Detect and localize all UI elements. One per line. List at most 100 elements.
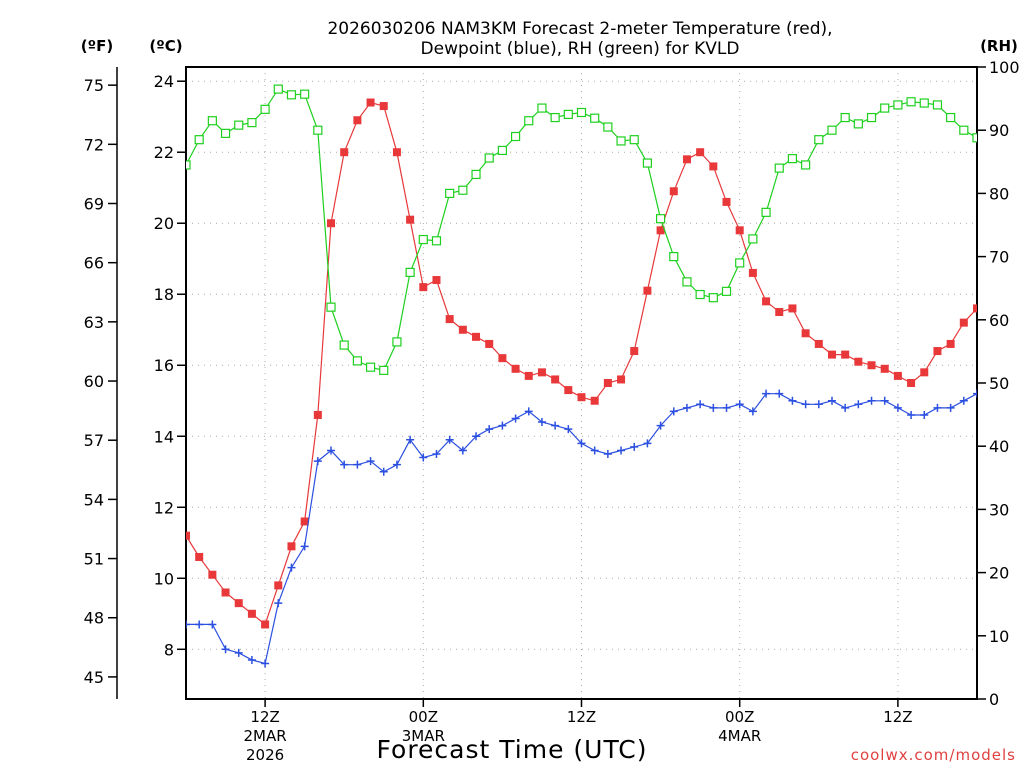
dewpoint-line (186, 393, 977, 665)
temperature-point (669, 187, 678, 196)
temperature-point (709, 162, 718, 171)
series-dewpoint (186, 389, 977, 668)
rh-tick-label: 30 (989, 500, 1009, 519)
rh-tick-label: 90 (989, 121, 1009, 140)
rh-point (365, 362, 376, 372)
rh-point (972, 133, 977, 143)
rh-point (497, 145, 507, 156)
fahrenheit-tick-label: 72 (84, 135, 104, 154)
temperature-point (234, 599, 243, 608)
temperature-point (379, 102, 388, 111)
temperature-point (458, 325, 467, 334)
temperature-point (920, 368, 929, 377)
temperature-point (274, 581, 283, 590)
rh-point (510, 131, 521, 142)
celsius-tick-label: 10 (154, 569, 174, 588)
temperature-point (445, 315, 454, 324)
rh-point (392, 337, 402, 347)
dewpoint-point (234, 648, 243, 657)
rh-point (405, 267, 415, 277)
rh-point (695, 289, 705, 300)
dewpoint-point (300, 542, 309, 551)
dewpoint-point (577, 439, 586, 448)
temperature-point (748, 268, 757, 277)
celsius-tick-label: 20 (154, 214, 174, 233)
temperature-point (340, 148, 349, 157)
dewpoint-point (458, 446, 467, 455)
rh-point (186, 160, 191, 170)
rh-point (959, 125, 969, 135)
rh-point (827, 125, 837, 135)
temperature-point (392, 148, 401, 157)
rh-tick-label: 80 (989, 184, 1009, 203)
dewpoint-point (788, 396, 797, 405)
rh-point (735, 258, 745, 268)
time-tick-label: 12Z (567, 708, 596, 726)
dewpoint-point (617, 446, 626, 455)
chart-title-line-2: Dewpoint (blue), RH (green) for KVLD (421, 39, 740, 59)
fahrenheit-tick-label: 48 (84, 609, 104, 628)
dewpoint-point (841, 403, 850, 412)
temperature-point (643, 286, 652, 295)
rh-point (326, 302, 336, 312)
temperature-point (498, 354, 507, 363)
celsius-unit-label: (ºC) (149, 37, 182, 55)
temperature-point (788, 304, 797, 313)
rh-point (550, 112, 560, 123)
dewpoint-point (537, 418, 546, 427)
rh-point (194, 135, 204, 145)
dewpoint-point (379, 467, 388, 476)
rh-point (418, 234, 428, 245)
dewpoint-point (643, 439, 652, 448)
dewpoint-point (208, 620, 217, 629)
dewpoint-point (419, 453, 428, 462)
rh-point (853, 119, 863, 129)
rh-point (220, 128, 231, 138)
rh-unit-label: (RH) (980, 37, 1018, 55)
rh-point (642, 158, 653, 168)
temperature-point (300, 517, 309, 526)
temperature-point (959, 318, 968, 327)
rh-point (379, 365, 389, 375)
temperature-point (762, 297, 771, 306)
celsius-tick-label: 8 (164, 640, 174, 659)
dewpoint-point (656, 421, 665, 430)
temperature-point (973, 304, 977, 313)
time-tick-label: 00Z (409, 708, 438, 726)
dewpoint-point (247, 655, 256, 664)
dewpoint-point (722, 403, 731, 412)
rh-point (207, 116, 217, 126)
temperature-point (735, 226, 744, 235)
dewpoint-point (762, 389, 771, 398)
plot-frame (185, 66, 978, 700)
temperature-point (946, 339, 955, 348)
time-tick-label: 12Z (250, 708, 279, 726)
rh-point (524, 116, 534, 126)
rh-point (682, 277, 692, 287)
celsius-tick-label: 18 (154, 285, 174, 304)
temperature-point (617, 375, 626, 384)
rh-point (748, 234, 758, 244)
rh-point (471, 169, 481, 180)
rh-tick-label: 100 (989, 58, 1020, 77)
time-tick-label: 00Z (725, 708, 754, 726)
credit-text: coolwx.com/models (851, 746, 1016, 764)
fahrenheit-tick-label: 66 (84, 254, 104, 273)
rh-point (537, 103, 547, 113)
chart-title-line-1: 2026030206 NAM3KM Forecast 2-meter Tempe… (327, 19, 832, 39)
temperature-point (630, 347, 639, 356)
dewpoint-point (221, 645, 230, 654)
time-tick-label: 12Z (883, 708, 912, 726)
date-label: 2MAR (244, 727, 287, 745)
fahrenheit-tick-label: 63 (84, 313, 104, 332)
grid-lines (186, 67, 977, 699)
dewpoint-point (696, 400, 705, 409)
fahrenheit-unit-label: (ºF) (81, 37, 113, 55)
temperature-point (880, 364, 889, 373)
rh-point (616, 136, 626, 146)
dewpoint-point (353, 460, 362, 469)
temperature-point (366, 98, 375, 107)
rh-point (655, 214, 666, 224)
rh-point (576, 107, 587, 118)
